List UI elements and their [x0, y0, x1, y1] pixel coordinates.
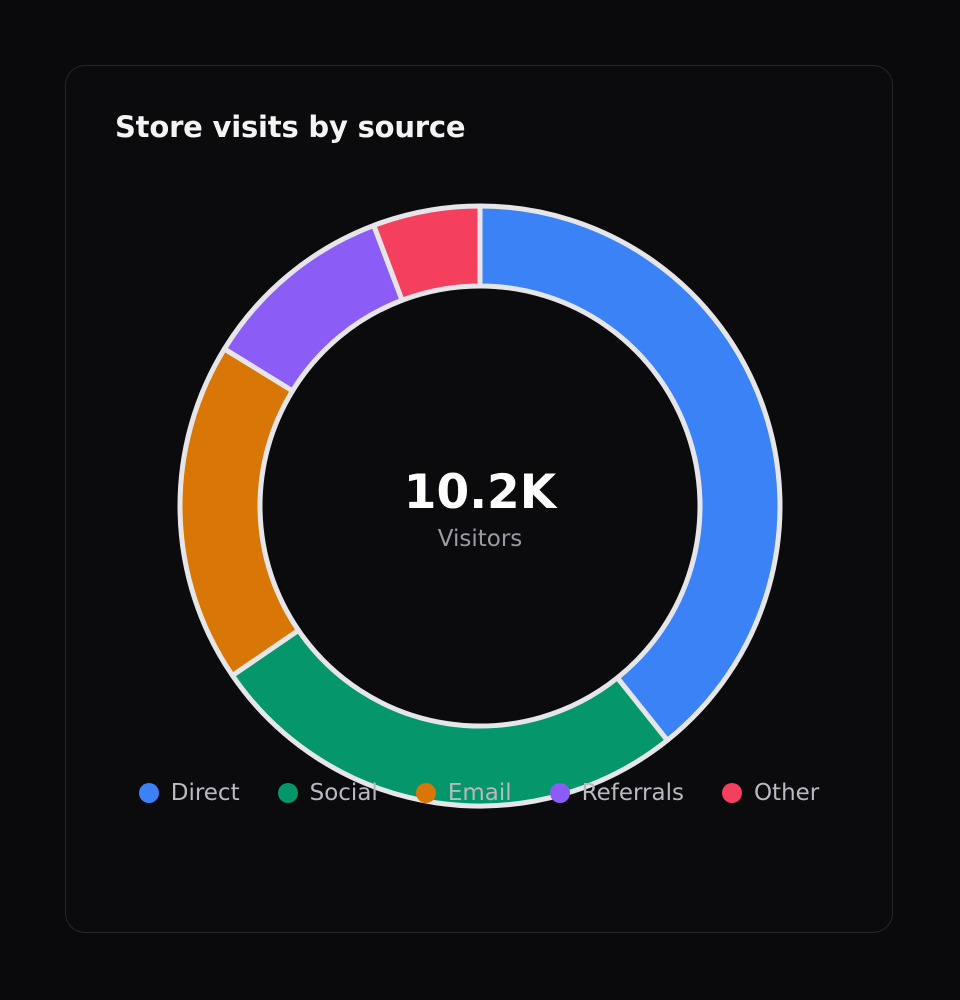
- legend-item-direct[interactable]: Direct: [138, 780, 240, 806]
- legend-item-other[interactable]: Other: [721, 780, 820, 806]
- donut-slice-direct[interactable]: [477, 203, 783, 743]
- donut-slice-referrals[interactable]: [221, 222, 405, 394]
- center-label: Visitors: [438, 526, 523, 552]
- donut-slice-email[interactable]: [177, 346, 301, 678]
- legend-item-referrals[interactable]: Referrals: [549, 780, 684, 806]
- legend-label: Other: [753, 780, 820, 806]
- legend-dot: [277, 783, 298, 803]
- chart-legend: Direct Social Email Referrals Other: [65, 780, 893, 806]
- legend-label: Referrals: [581, 780, 684, 806]
- legend-item-social[interactable]: Social: [277, 780, 378, 806]
- legend-dot: [549, 783, 570, 803]
- donut-slices: [177, 203, 783, 809]
- legend-dot: [138, 783, 159, 803]
- donut-slice-other[interactable]: [371, 203, 483, 303]
- legend-dot: [721, 783, 742, 803]
- legend-label: Email: [447, 780, 512, 806]
- legend-label: Social: [309, 780, 378, 806]
- legend-label: Direct: [170, 780, 240, 806]
- legend-dot: [415, 783, 436, 803]
- center-value: 10.2K: [404, 465, 558, 520]
- legend-item-email[interactable]: Email: [415, 780, 512, 806]
- donut-slice-social[interactable]: [229, 627, 670, 809]
- chart-title: Store visits by source: [115, 110, 466, 144]
